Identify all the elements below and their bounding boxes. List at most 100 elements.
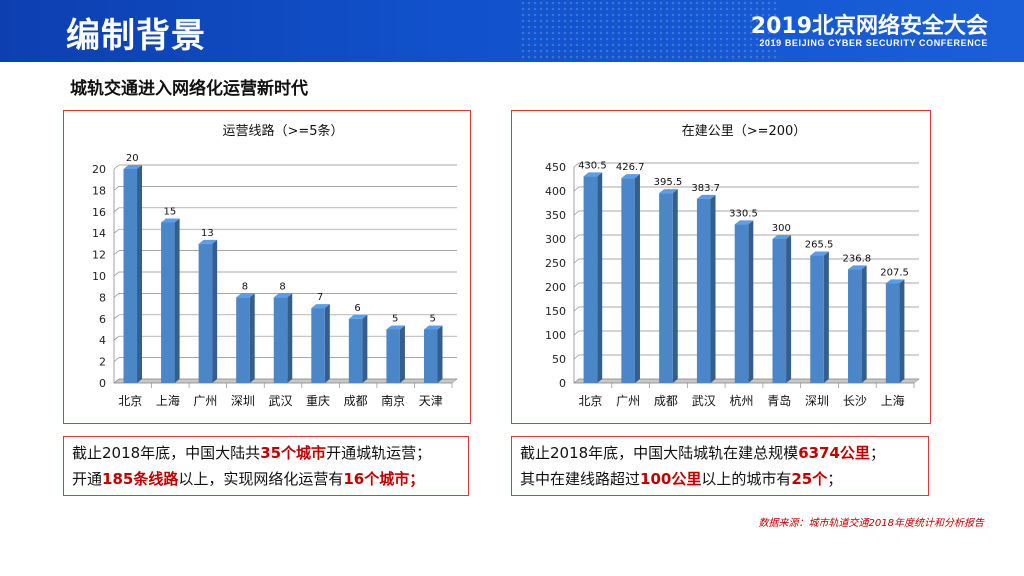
gridline [113,250,457,255]
gridline [113,207,457,213]
bar-front [273,297,288,383]
gridline [113,164,457,170]
bar [386,325,405,383]
bar-top [123,165,143,169]
bar [311,304,330,383]
bar-front [885,283,900,383]
bar-top [273,293,293,298]
section-subtitle: 城轨交通进入网络化运营新时代 [70,79,308,99]
bar [348,314,368,383]
y-tick-label: 0 [559,377,566,390]
bar-front [236,297,250,383]
bar-front [161,222,175,383]
conference-subtitle: 2019 BEIJING CYBER SECURITY CONFERENCE [759,38,988,48]
data-label: 395.5 [654,177,683,188]
gridline [113,293,457,298]
y-tick-label: 12 [92,249,106,262]
caption-text: 以上，实现网络化运营有 [178,470,344,488]
y-tick-label: 14 [92,227,106,240]
data-label: 8 [242,281,248,292]
gridline [573,162,919,168]
x-tick-label: 北京 [118,394,142,408]
gridline [573,282,919,288]
caption-right: 截止2018年底，中国大陆城轨在建总规模6374公里； 其中在建线路超过100公… [511,436,929,496]
gridline [113,271,457,277]
bar-top [885,279,905,284]
y-tick-label: 400 [545,185,566,198]
bar-top [161,218,180,223]
x-tick-label: 南京 [381,393,405,408]
bar-front [348,318,363,383]
x-tick-label: 成都 [654,394,678,408]
chart-panel-lines: 运营线路（>=5条） 0 2 4 6 8 10 12 14 16 18 20 20 北京 15 上海 13 广州 8… [63,110,471,424]
header-banner: 编制背景 2019北京网络安全大会 2019 BEIJING CYBER SEC… [0,0,1024,62]
bar-side [748,220,754,383]
caption-left-line1: 截止2018年底，中国大陆共35个城市开通城轨运营； [72,440,460,466]
bar-side [597,172,603,383]
bar [659,189,678,383]
y-tick-label: 200 [545,281,566,294]
bar-front [311,308,325,383]
bar [423,325,443,383]
bar-side [212,239,218,383]
caption-highlight: 35个城市 [260,444,327,462]
x-tick-label: 北京 [578,394,602,408]
caption-text: 开通 [72,470,103,488]
y-tick-label: 20 [92,163,106,176]
bar-side [710,194,716,383]
chart-title: 运营线路（>=5条） [222,123,343,139]
y-tick-label: 350 [545,209,566,222]
gridline [113,228,457,234]
caption-highlight: 16个城市； [343,470,425,488]
bar-top [583,172,603,177]
page-title: 编制背景 [66,16,206,56]
bar-top [696,194,716,199]
bar-front [696,198,711,383]
bar-side [287,293,293,383]
bar-front [734,224,749,383]
data-label: 7 [317,292,323,303]
bar-side [672,189,678,383]
chart-operating-lines: 运营线路（>=5条） 0 2 4 6 8 10 12 14 16 18 20 20 北京 15 上海 13 广州 8… [92,123,458,408]
x-tick-label: 深圳 [231,394,255,408]
data-label: 8 [279,281,285,292]
x-tick-label: 上海 [156,393,180,408]
data-label: 207.5 [880,267,909,278]
x-tick-label: 武汉 [268,394,292,408]
data-label: 430.5 [578,160,607,171]
x-tick-label: 武汉 [692,394,716,408]
bar [696,194,716,383]
bar-side [823,251,829,383]
bar [885,279,905,383]
data-label: 6 [354,303,360,314]
bar-front [810,255,824,383]
bar-side [899,279,905,383]
bar-top [348,314,368,319]
y-tick-label: 4 [99,334,106,347]
bar [123,165,143,383]
gridline [113,314,457,320]
y-tick-label: 10 [92,270,106,283]
bar-side [362,314,368,383]
bar-front [621,178,635,383]
bar-top [423,325,443,330]
bar-top [734,220,754,225]
gridline [573,378,919,384]
caption-highlight: 25个 [791,470,828,488]
x-tick-label: 青岛 [767,393,791,408]
data-label: 265.5 [805,240,834,251]
bar [273,293,293,383]
bar [734,220,754,383]
caption-text: 以上的城市有 [701,470,792,488]
bar-top [311,304,330,309]
y-tick-label: 2 [99,356,106,369]
y-tick-label: 0 [99,377,106,390]
y-tick-label: 6 [99,313,106,326]
caption-text: 截止2018年底，中国大陆城轨在建总规模 [520,444,799,462]
bar-side [399,325,405,383]
gridline [573,186,919,192]
x-tick-label: 天津 [419,394,443,408]
bar-top [198,239,218,244]
bar [621,174,640,383]
bar-top [810,251,829,256]
